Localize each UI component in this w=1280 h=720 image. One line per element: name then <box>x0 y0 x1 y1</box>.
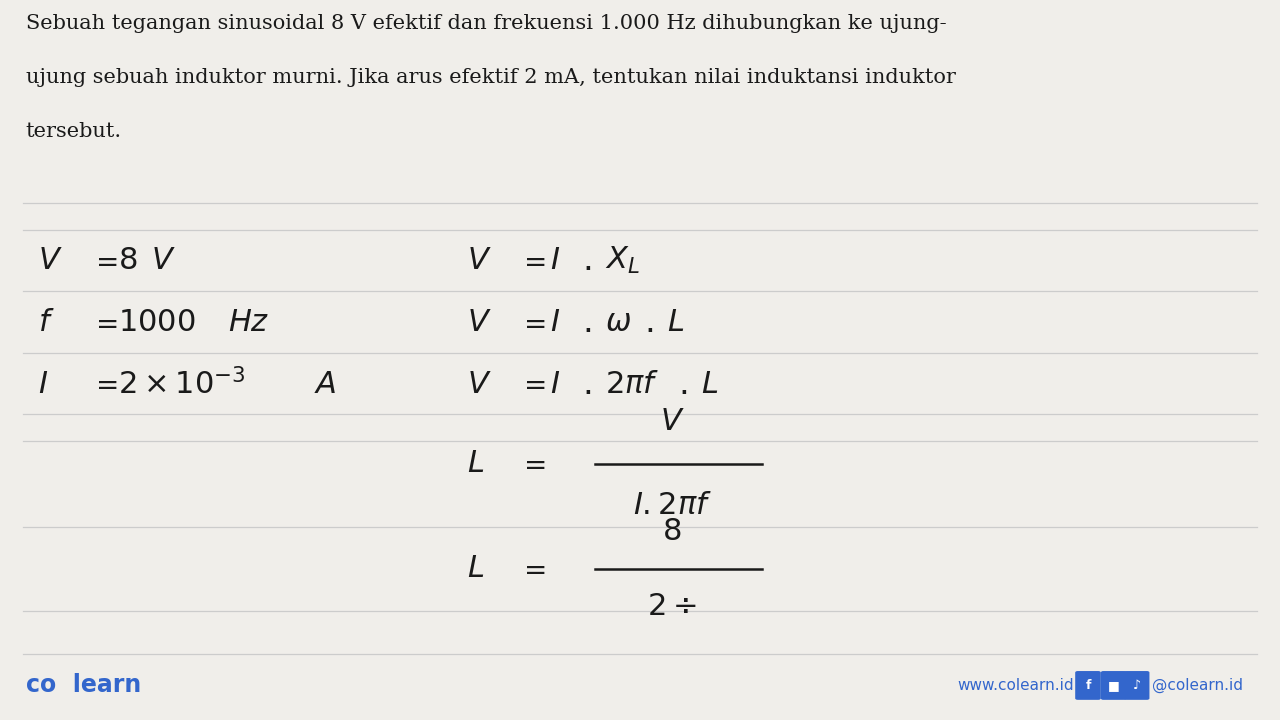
FancyBboxPatch shape <box>1101 671 1126 700</box>
Text: $A$: $A$ <box>314 370 335 399</box>
Text: $=$: $=$ <box>90 371 118 398</box>
Text: $8$: $8$ <box>118 246 137 275</box>
Text: $V$: $V$ <box>151 246 175 275</box>
FancyBboxPatch shape <box>1075 671 1101 700</box>
Text: Sebuah tegangan sinusoidal 8 V efektif dan frekuensi 1.000 Hz dihubungkan ke uju: Sebuah tegangan sinusoidal 8 V efektif d… <box>26 14 946 33</box>
Text: $V$: $V$ <box>659 408 685 436</box>
Text: f: f <box>1085 679 1091 692</box>
Text: @colearn.id: @colearn.id <box>1152 678 1243 693</box>
Text: $V$: $V$ <box>38 246 63 275</box>
Text: $=$: $=$ <box>518 555 547 582</box>
Text: $I . 2\pi f$: $I . 2\pi f$ <box>632 491 712 520</box>
Text: ■: ■ <box>1107 679 1120 692</box>
Text: $I$: $I$ <box>38 370 49 399</box>
Text: $1000$: $1000$ <box>118 308 196 337</box>
Text: $2\div$: $2\div$ <box>648 592 696 621</box>
Text: www.colearn.id: www.colearn.id <box>957 678 1074 693</box>
Text: $L$: $L$ <box>467 554 484 583</box>
Text: $=$: $=$ <box>518 450 547 477</box>
Text: $\omega$: $\omega$ <box>605 308 631 337</box>
Text: tersebut.: tersebut. <box>26 122 122 141</box>
Text: $.$: $.$ <box>678 368 687 401</box>
Text: $I$: $I$ <box>550 246 561 275</box>
Text: $2 \times 10^{-3}$: $2 \times 10^{-3}$ <box>118 368 246 401</box>
Text: $2\pi f$: $2\pi f$ <box>605 370 659 399</box>
Text: $.$: $.$ <box>582 306 591 339</box>
Text: $f$: $f$ <box>38 308 55 337</box>
Text: ♪: ♪ <box>1133 679 1140 692</box>
Text: $.$: $.$ <box>582 244 591 277</box>
Text: $L$: $L$ <box>467 449 484 478</box>
Text: $.$: $.$ <box>582 368 591 401</box>
Text: $X_L$: $X_L$ <box>605 245 640 276</box>
Text: $V$: $V$ <box>467 308 492 337</box>
Text: $=$: $=$ <box>90 309 118 336</box>
Text: $.$: $.$ <box>644 306 653 339</box>
Text: $Hz$: $Hz$ <box>228 308 269 337</box>
Text: $L$: $L$ <box>701 370 718 399</box>
Text: $I$: $I$ <box>550 370 561 399</box>
Text: co  learn: co learn <box>26 673 141 698</box>
Text: $I$: $I$ <box>550 308 561 337</box>
Text: $=$: $=$ <box>518 371 547 398</box>
Text: $=$: $=$ <box>518 247 547 274</box>
Text: $L$: $L$ <box>667 308 684 337</box>
Text: $=$: $=$ <box>518 309 547 336</box>
Text: $8$: $8$ <box>662 517 682 546</box>
Text: $V$: $V$ <box>467 370 492 399</box>
Text: $V$: $V$ <box>467 246 492 275</box>
Text: $=$: $=$ <box>90 247 118 274</box>
FancyBboxPatch shape <box>1124 671 1149 700</box>
Text: ujung sebuah induktor murni. Jika arus efektif 2 mA, tentukan nilai induktansi i: ujung sebuah induktor murni. Jika arus e… <box>26 68 955 87</box>
